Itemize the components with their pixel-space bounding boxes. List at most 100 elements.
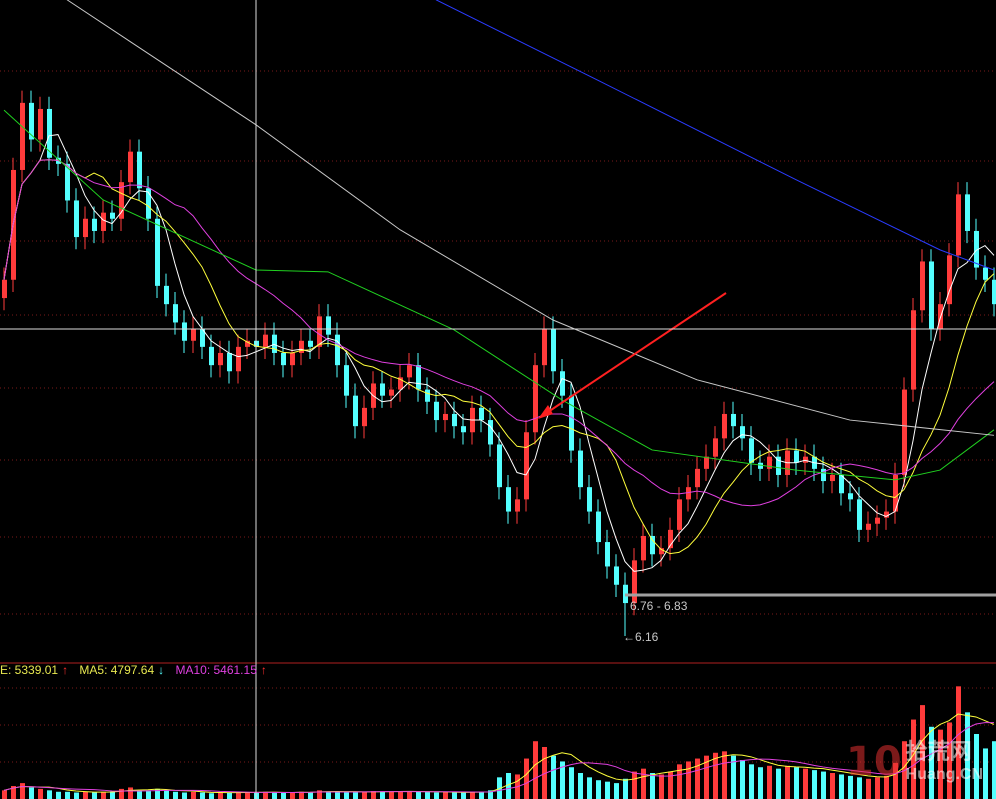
volume-bar: [596, 780, 601, 799]
candle-body: [704, 456, 709, 469]
volume-bar: [920, 705, 925, 799]
candle-body: [794, 450, 799, 463]
volume-bar: [56, 791, 61, 799]
volume-bar: [929, 726, 934, 799]
volume-bar: [470, 791, 475, 799]
volume-bar: [821, 771, 826, 799]
volume-bar: [740, 760, 745, 799]
candle-body: [722, 413, 727, 439]
candle-body: [587, 487, 592, 512]
candle-body: [398, 377, 403, 390]
candle-body: [830, 474, 835, 482]
volume-bar: [650, 773, 655, 799]
volume-bar: [371, 791, 376, 799]
candle-body: [128, 151, 133, 183]
low-annotation: ←6.16: [623, 630, 659, 644]
candle-body: [479, 407, 484, 421]
volume-bar: [227, 792, 232, 799]
volume-bar: [686, 761, 691, 799]
volume-bar: [110, 791, 115, 799]
candle-body: [227, 352, 232, 372]
candle-body: [515, 499, 520, 512]
volume-bar: [857, 777, 862, 799]
volume-bar: [65, 791, 70, 799]
volume-bar: [11, 786, 16, 799]
candle-body: [542, 328, 547, 366]
candle-body: [155, 218, 160, 286]
volume-bar: [830, 773, 835, 799]
candle-body: [380, 383, 385, 396]
volume-bar: [191, 791, 196, 799]
volume-bar: [443, 792, 448, 799]
candle-body: [200, 328, 205, 347]
volume-bar: [38, 788, 43, 799]
volume-bar: [155, 788, 160, 799]
volume-bar: [263, 791, 268, 799]
candle-body: [659, 548, 664, 555]
candle-body: [92, 218, 97, 231]
candle-body: [839, 474, 844, 494]
candle-body: [407, 365, 412, 378]
volume-bar: [2, 790, 7, 799]
volume-bar: [812, 770, 817, 799]
candle-body: [713, 438, 718, 457]
legend-ma5: MA5: 4797.64 ↓: [79, 663, 165, 677]
candle-body: [236, 346, 241, 372]
ma10-line: [3, 159, 995, 555]
candle-body: [929, 261, 934, 329]
candle-body: [110, 212, 115, 219]
volume-bar: [839, 774, 844, 799]
candle-body: [353, 395, 358, 427]
candle-body: [902, 389, 907, 475]
candle-body: [848, 493, 853, 500]
candle-body: [272, 334, 277, 353]
volume-bar: [848, 775, 853, 799]
candle-body: [263, 334, 268, 347]
candle-body: [290, 352, 295, 366]
volume-bar: [452, 792, 457, 799]
candle-body: [965, 194, 970, 231]
candle-body: [389, 389, 394, 396]
candle-body: [281, 352, 286, 366]
candle-body: [47, 108, 52, 158]
volume-bar: [47, 790, 52, 799]
candle-body: [2, 279, 7, 299]
candle-body: [38, 108, 43, 140]
candle-body: [119, 182, 124, 219]
candle-body: [560, 371, 565, 396]
volume-bar: [965, 712, 970, 799]
volume-bar: [281, 792, 286, 799]
volume-bar: [731, 755, 736, 799]
volume-bar: [398, 791, 403, 799]
volume-bar: [749, 764, 754, 799]
candle-body: [191, 328, 196, 341]
volume-bar: [533, 741, 538, 799]
volume-bar: [947, 722, 952, 799]
volume-bar: [101, 791, 106, 799]
candle-body: [209, 346, 214, 366]
candle-body: [668, 529, 673, 549]
volume-bar: [767, 765, 772, 799]
candle-body: [695, 468, 700, 488]
volume-bar: [182, 792, 187, 799]
volume-bar: [434, 792, 439, 799]
volume-bar: [488, 790, 493, 799]
volume-bar: [272, 792, 277, 799]
volume-bar: [173, 791, 178, 799]
watermark-logo: 10 拾荒网 Huang.CN: [846, 739, 983, 785]
volume-legend: E: 5339.01 ↑ MA5: 4797.64 ↓ MA10: 5461.15 ↑: [0, 663, 275, 677]
volume-bar: [695, 758, 700, 799]
volume-ma5-line: [3, 713, 995, 794]
volume-bar: [722, 751, 727, 799]
candle-body: [758, 462, 763, 469]
volume-bar: [164, 790, 169, 799]
candle-body: [245, 340, 250, 347]
candle-body: [731, 413, 736, 427]
candle-body: [551, 328, 556, 372]
volume-bar: [20, 783, 25, 799]
volume-bar: [335, 791, 340, 799]
candle-body: [434, 401, 439, 421]
candle-body: [416, 365, 421, 390]
